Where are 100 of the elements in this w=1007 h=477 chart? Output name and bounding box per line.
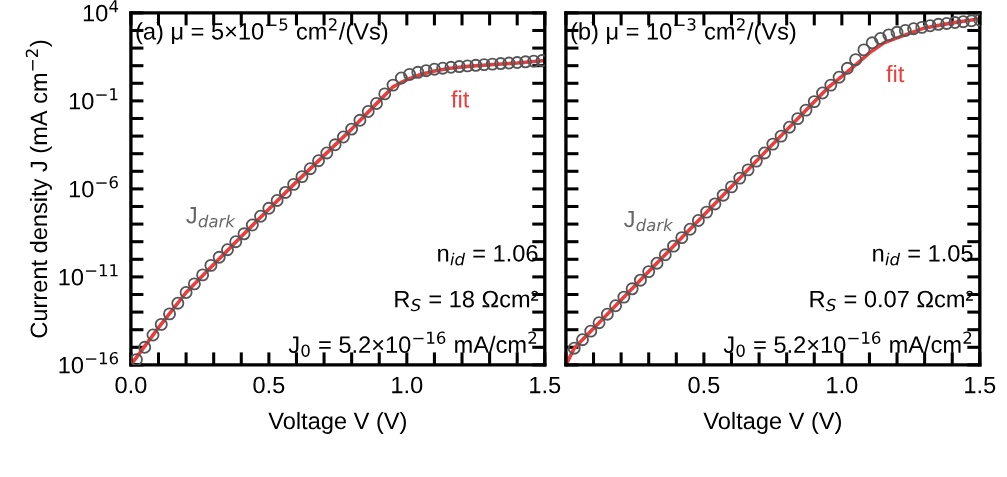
point bbox=[857, 43, 871, 57]
point bbox=[187, 277, 201, 291]
point bbox=[403, 67, 417, 81]
point bbox=[510, 56, 524, 69]
x-tick-label: 0.5 bbox=[253, 376, 285, 394]
point bbox=[469, 58, 483, 72]
point bbox=[361, 105, 375, 118]
point bbox=[262, 201, 276, 215]
point bbox=[956, 15, 970, 29]
point bbox=[882, 28, 896, 42]
y-axis-title: Current density J (mA cm$^{−2}$) bbox=[25, 40, 52, 338]
point bbox=[824, 78, 838, 92]
x-axis-title: Voltage V (V) bbox=[703, 411, 841, 434]
point bbox=[658, 248, 672, 262]
point bbox=[336, 130, 350, 144]
point bbox=[237, 227, 251, 241]
point bbox=[683, 222, 697, 236]
point bbox=[154, 317, 168, 331]
point bbox=[353, 113, 367, 127]
point bbox=[229, 235, 243, 249]
point bbox=[576, 333, 589, 347]
point bbox=[923, 19, 937, 33]
point bbox=[849, 53, 863, 67]
point bbox=[328, 138, 342, 152]
point bbox=[766, 137, 780, 151]
point bbox=[303, 162, 317, 176]
point bbox=[609, 299, 623, 313]
point bbox=[221, 243, 234, 257]
point bbox=[163, 307, 176, 321]
point bbox=[179, 286, 193, 299]
annotation: n$_{id}$ = 1.06 bbox=[438, 244, 538, 266]
point bbox=[477, 58, 491, 72]
x-tick-label: 1.5 bbox=[965, 376, 996, 394]
point bbox=[915, 20, 929, 34]
y-tick-label: 10$^{4}$ bbox=[83, 0, 119, 22]
point bbox=[427, 62, 441, 76]
point bbox=[633, 273, 647, 287]
y-tick-label: 10$^{−1}$ bbox=[69, 88, 118, 110]
annotation: R$_{S}$ = 18 Ωcm² bbox=[395, 290, 539, 312]
point bbox=[370, 97, 383, 110]
point bbox=[461, 59, 474, 73]
x-tick-label: 0.5 bbox=[688, 376, 720, 394]
x-tick-label: 1.0 bbox=[827, 376, 858, 394]
point bbox=[567, 341, 581, 355]
point bbox=[212, 250, 226, 264]
point bbox=[725, 180, 738, 194]
annotation: n$_{id}$ = 1.05 bbox=[873, 244, 973, 266]
point bbox=[733, 171, 747, 185]
x-tick-label: 1.5 bbox=[530, 376, 561, 394]
y-tick-label: 10$^{−16}$ bbox=[59, 351, 119, 374]
point bbox=[890, 25, 904, 39]
x-tick-label: 1.0 bbox=[392, 376, 423, 394]
point bbox=[791, 112, 805, 126]
point bbox=[617, 290, 631, 304]
point bbox=[378, 87, 392, 101]
point bbox=[948, 16, 962, 30]
point bbox=[419, 64, 433, 78]
x-tick-label: 0.0 bbox=[115, 376, 147, 394]
point bbox=[196, 268, 210, 282]
point bbox=[816, 86, 829, 100]
y-tick-label: 10$^{−6}$ bbox=[69, 175, 118, 198]
point bbox=[700, 205, 714, 219]
point bbox=[782, 120, 796, 134]
annotation: J$_{0}$ = 5.2×10$^{−16}$ mA/cm$^{2}$ bbox=[723, 331, 972, 357]
point bbox=[600, 307, 614, 321]
point bbox=[494, 57, 508, 71]
point bbox=[874, 32, 887, 45]
point bbox=[436, 61, 450, 75]
point bbox=[254, 209, 268, 223]
point bbox=[758, 146, 772, 160]
x-axis-title: Voltage V (V) bbox=[268, 411, 406, 434]
point bbox=[312, 154, 325, 168]
series-label: fit bbox=[886, 64, 905, 83]
series-label: J$_{dark}$ bbox=[624, 210, 674, 232]
series-label: J$_{dark}$ bbox=[186, 207, 236, 228]
point bbox=[931, 17, 945, 31]
point bbox=[807, 95, 821, 109]
point bbox=[940, 16, 954, 30]
point bbox=[865, 36, 879, 50]
point bbox=[411, 65, 425, 79]
point bbox=[907, 22, 921, 36]
y-tick-label: 10$^{−11}$ bbox=[59, 264, 118, 286]
point bbox=[667, 239, 681, 253]
point bbox=[270, 194, 284, 207]
point bbox=[295, 170, 309, 184]
point bbox=[527, 54, 541, 68]
point bbox=[138, 340, 152, 354]
point bbox=[749, 154, 763, 168]
point bbox=[394, 71, 408, 85]
point bbox=[898, 24, 912, 37]
point bbox=[832, 70, 846, 84]
point bbox=[245, 218, 259, 232]
point bbox=[452, 60, 466, 74]
point bbox=[799, 103, 813, 117]
annotation: R$_{S}$ = 0.07 Ωcm² bbox=[810, 290, 973, 312]
annotation: J$_{0}$ = 5.2×10$^{−16}$ mA/cm$^{2}$ bbox=[288, 331, 537, 357]
point bbox=[741, 163, 755, 177]
point bbox=[287, 177, 301, 191]
point bbox=[485, 57, 499, 71]
point bbox=[519, 55, 532, 69]
